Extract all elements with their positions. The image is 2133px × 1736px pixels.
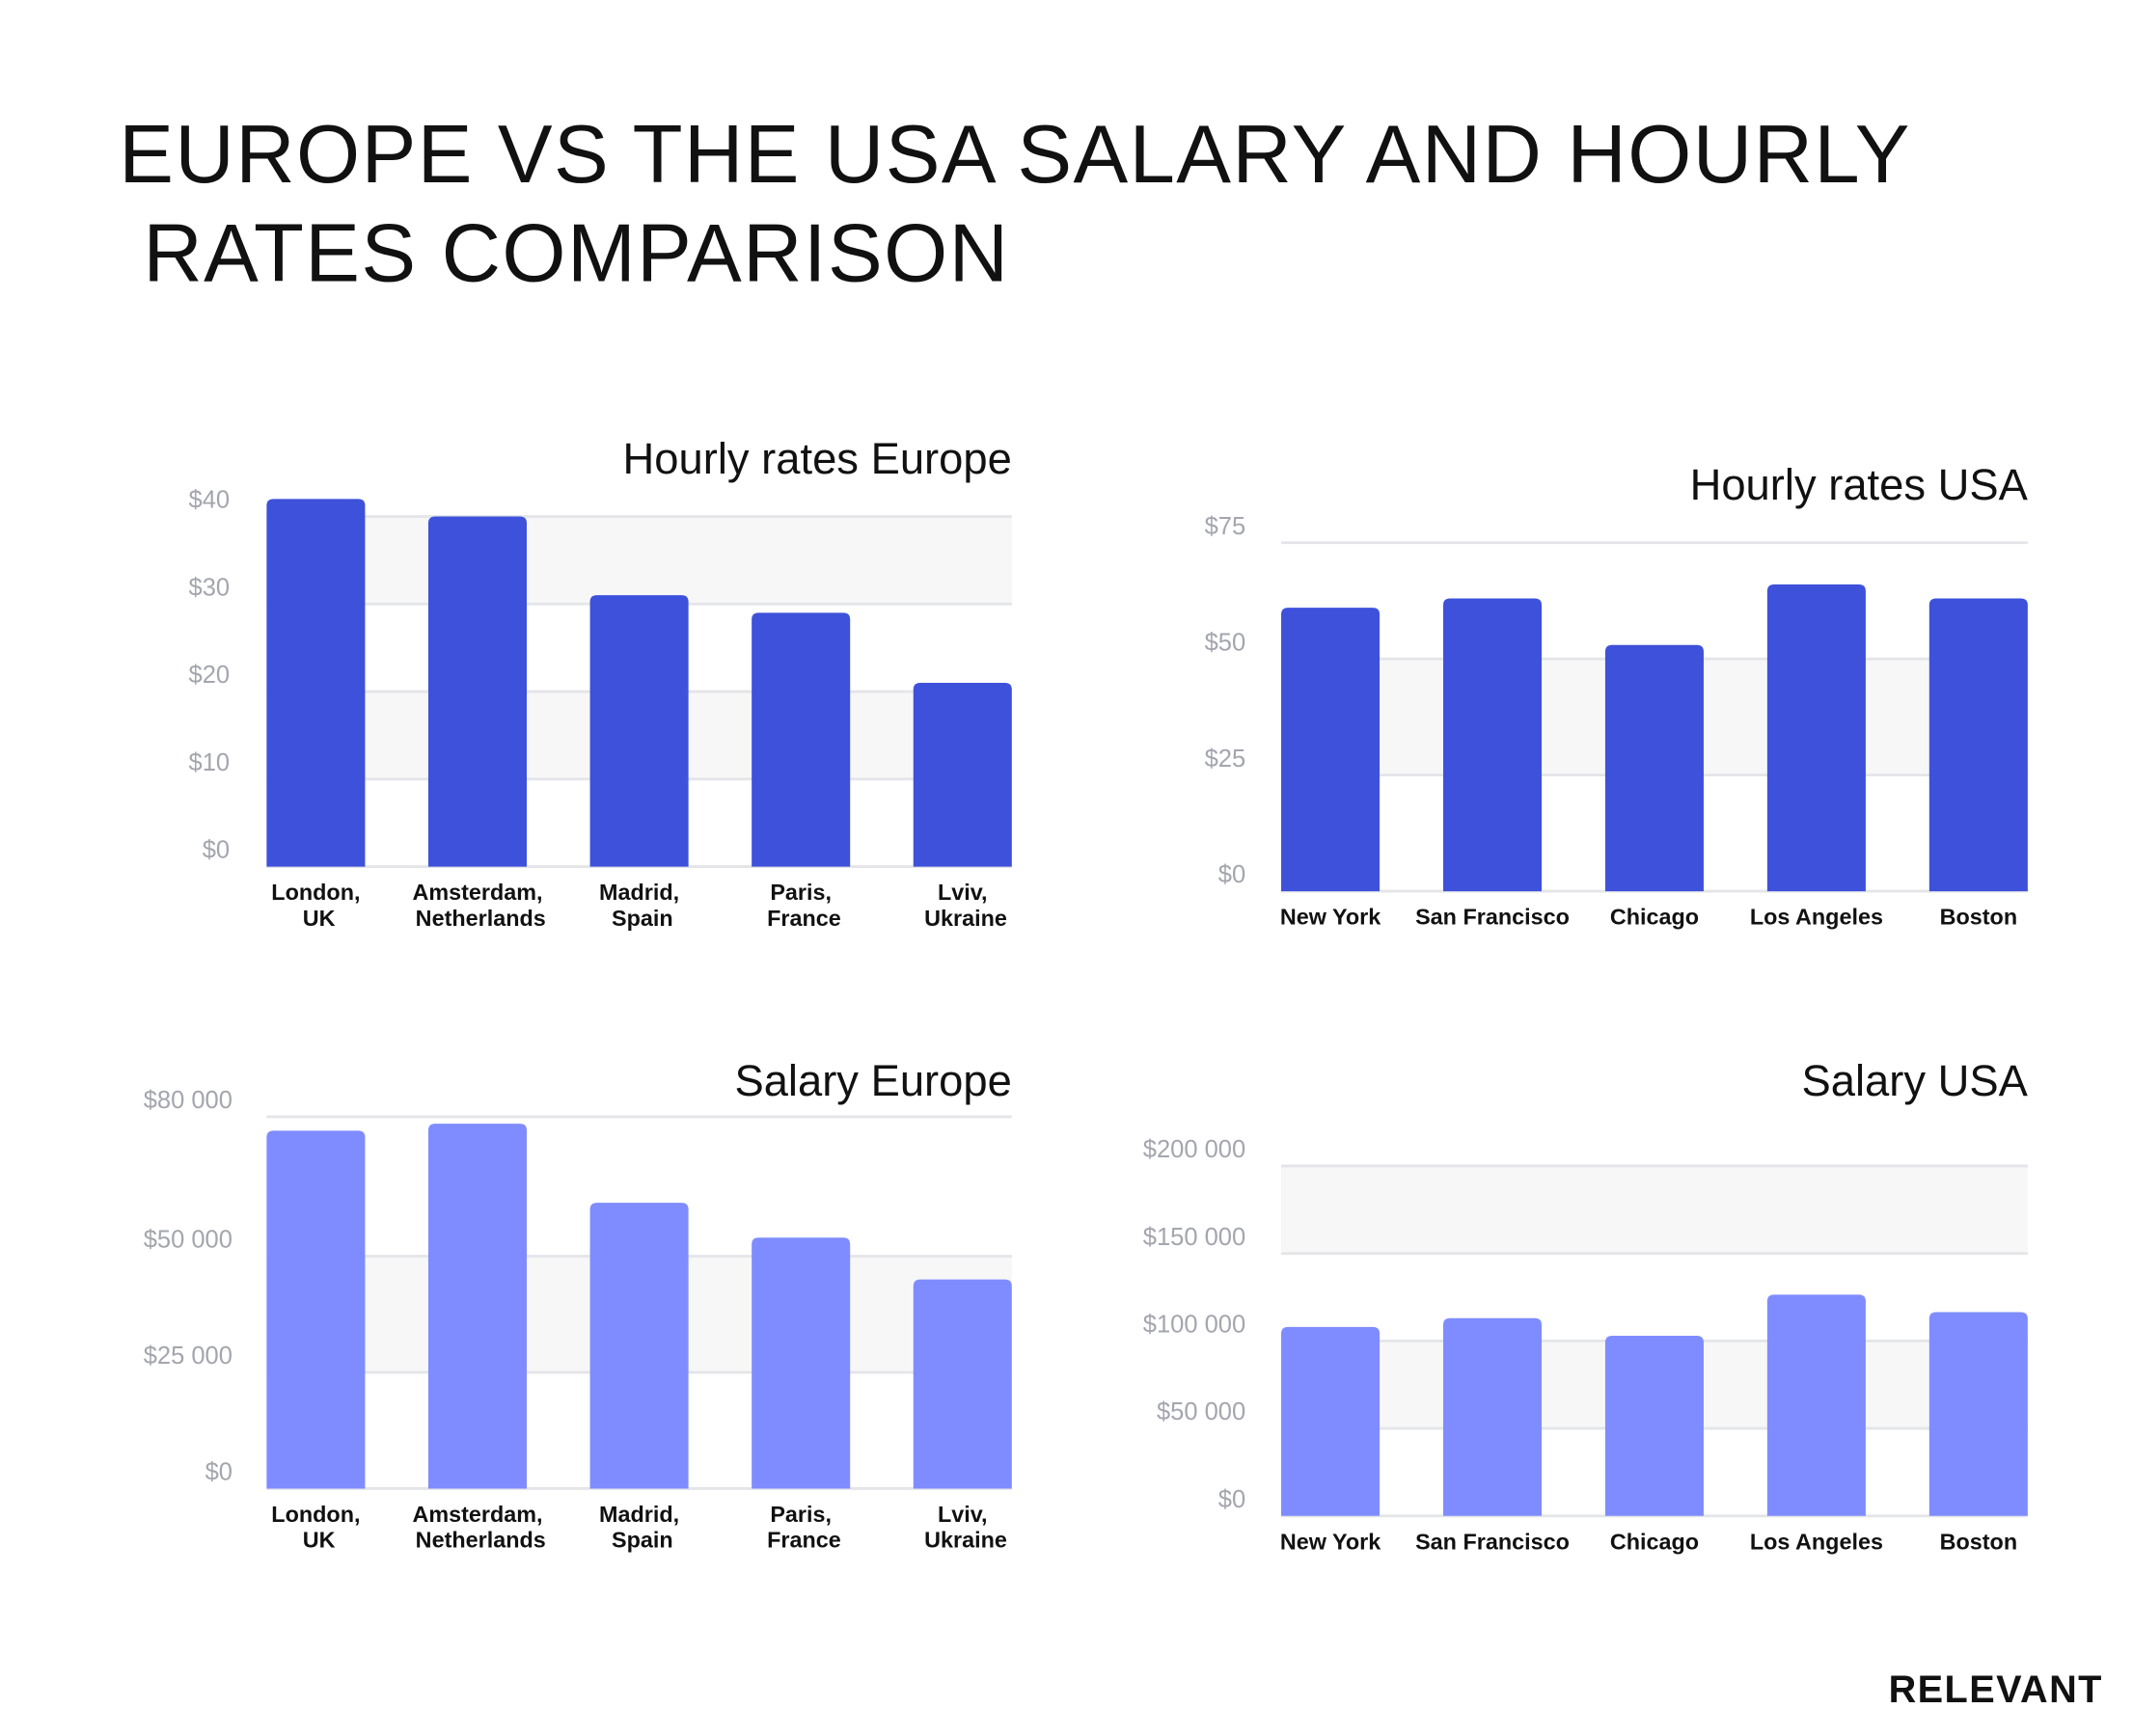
bar bbox=[913, 1279, 1012, 1489]
y-tick-label: $100 000 bbox=[1143, 1312, 1245, 1339]
x-tick-label: Lviv, Ukraine bbox=[918, 880, 1007, 931]
y-tick-label: $50 000 bbox=[1157, 1398, 1245, 1425]
y-tick-label: $30 bbox=[189, 574, 231, 601]
chart: Hourly rates Europe $0 $10 $20 $30 $40 London,… bbox=[189, 434, 1012, 931]
x-tick-label: New York bbox=[1280, 1529, 1381, 1554]
chart: Hourly rates USA $0 $25 $50 $75 New York San F… bbox=[1205, 460, 2029, 930]
y-tick-label: $75 bbox=[1205, 513, 1246, 540]
x-tick-label: Boston bbox=[1940, 1529, 2018, 1554]
grid-band bbox=[1281, 1165, 2028, 1254]
grid-band bbox=[266, 516, 1012, 605]
brand-logo: RELEVANT bbox=[1889, 1668, 2103, 1711]
chart: Salary Europe $0 $25 000 $50 000 $80 000 Lond… bbox=[144, 1056, 1012, 1553]
bar bbox=[1928, 598, 2028, 892]
bar bbox=[427, 1124, 528, 1489]
x-tick-label: Los Angeles bbox=[1750, 1529, 1883, 1554]
bar bbox=[427, 516, 528, 867]
y-tick-label: $50 000 bbox=[144, 1227, 232, 1254]
bar bbox=[1766, 1294, 1866, 1516]
y-tick-label: $0 bbox=[1218, 1486, 1245, 1513]
y-tick-label: $25 bbox=[1205, 746, 1246, 773]
chart-title: Hourly rates Europe bbox=[623, 434, 1012, 483]
bar bbox=[1281, 608, 1381, 892]
x-tick-label: San Francisco bbox=[1415, 905, 1570, 930]
bar bbox=[1604, 644, 1704, 892]
bar bbox=[1442, 598, 1543, 892]
x-tick-label: London, UK bbox=[271, 880, 360, 931]
bar bbox=[589, 1203, 689, 1489]
x-tick-label: Madrid, Spain bbox=[599, 1502, 679, 1553]
x-tick-label: Paris, France bbox=[761, 1502, 841, 1553]
x-tick-label: Amsterdam, Netherlands bbox=[409, 880, 546, 931]
bar bbox=[1442, 1317, 1543, 1516]
bar bbox=[266, 1130, 366, 1489]
x-tick-label: Boston bbox=[1940, 905, 2018, 930]
main-title: EUROPE VS THE USA SALARY AND HOURLY RATE… bbox=[119, 110, 1911, 300]
x-tick-label: Lviv, Ukraine bbox=[918, 1502, 1007, 1553]
y-tick-label: $150 000 bbox=[1143, 1224, 1245, 1251]
bar bbox=[913, 682, 1012, 867]
y-tick-label: $200 000 bbox=[1143, 1136, 1245, 1163]
bar bbox=[266, 499, 366, 867]
chart-title: Salary Europe bbox=[734, 1056, 1011, 1105]
x-tick-label: Madrid, Spain bbox=[599, 880, 679, 931]
bar bbox=[1766, 584, 1866, 892]
chart-title: Hourly rates USA bbox=[1690, 460, 2029, 509]
bar bbox=[752, 1237, 851, 1489]
chart-title: Salary USA bbox=[1802, 1056, 2029, 1105]
x-tick-label: Los Angeles bbox=[1750, 905, 1883, 930]
bar bbox=[752, 612, 851, 867]
bar bbox=[1928, 1312, 2028, 1516]
x-tick-label: Chicago bbox=[1610, 905, 1699, 930]
y-tick-label: $0 bbox=[203, 837, 230, 864]
x-tick-label: Chicago bbox=[1610, 1529, 1699, 1554]
chart: Salary USA $0 $50 000 $100 000 $150 000 $200 … bbox=[1143, 1056, 2029, 1554]
y-tick-label: $10 bbox=[189, 749, 231, 776]
y-tick-label: $40 bbox=[189, 487, 231, 514]
y-tick-label: $50 bbox=[1205, 629, 1246, 656]
y-tick-label: $80 000 bbox=[144, 1087, 232, 1114]
y-tick-label: $25 000 bbox=[144, 1343, 232, 1370]
x-tick-label: London, UK bbox=[271, 1502, 360, 1553]
y-tick-label: $0 bbox=[1218, 861, 1245, 888]
x-tick-label: Paris, France bbox=[761, 880, 841, 931]
bar bbox=[1604, 1335, 1704, 1516]
bar bbox=[1281, 1326, 1381, 1516]
x-tick-label: Amsterdam, Netherlands bbox=[409, 1502, 546, 1553]
y-tick-label: $20 bbox=[189, 662, 231, 689]
x-tick-label: New York bbox=[1280, 905, 1381, 930]
y-tick-label: $0 bbox=[205, 1459, 232, 1486]
bar bbox=[589, 595, 689, 867]
x-tick-label: San Francisco bbox=[1415, 1529, 1570, 1554]
